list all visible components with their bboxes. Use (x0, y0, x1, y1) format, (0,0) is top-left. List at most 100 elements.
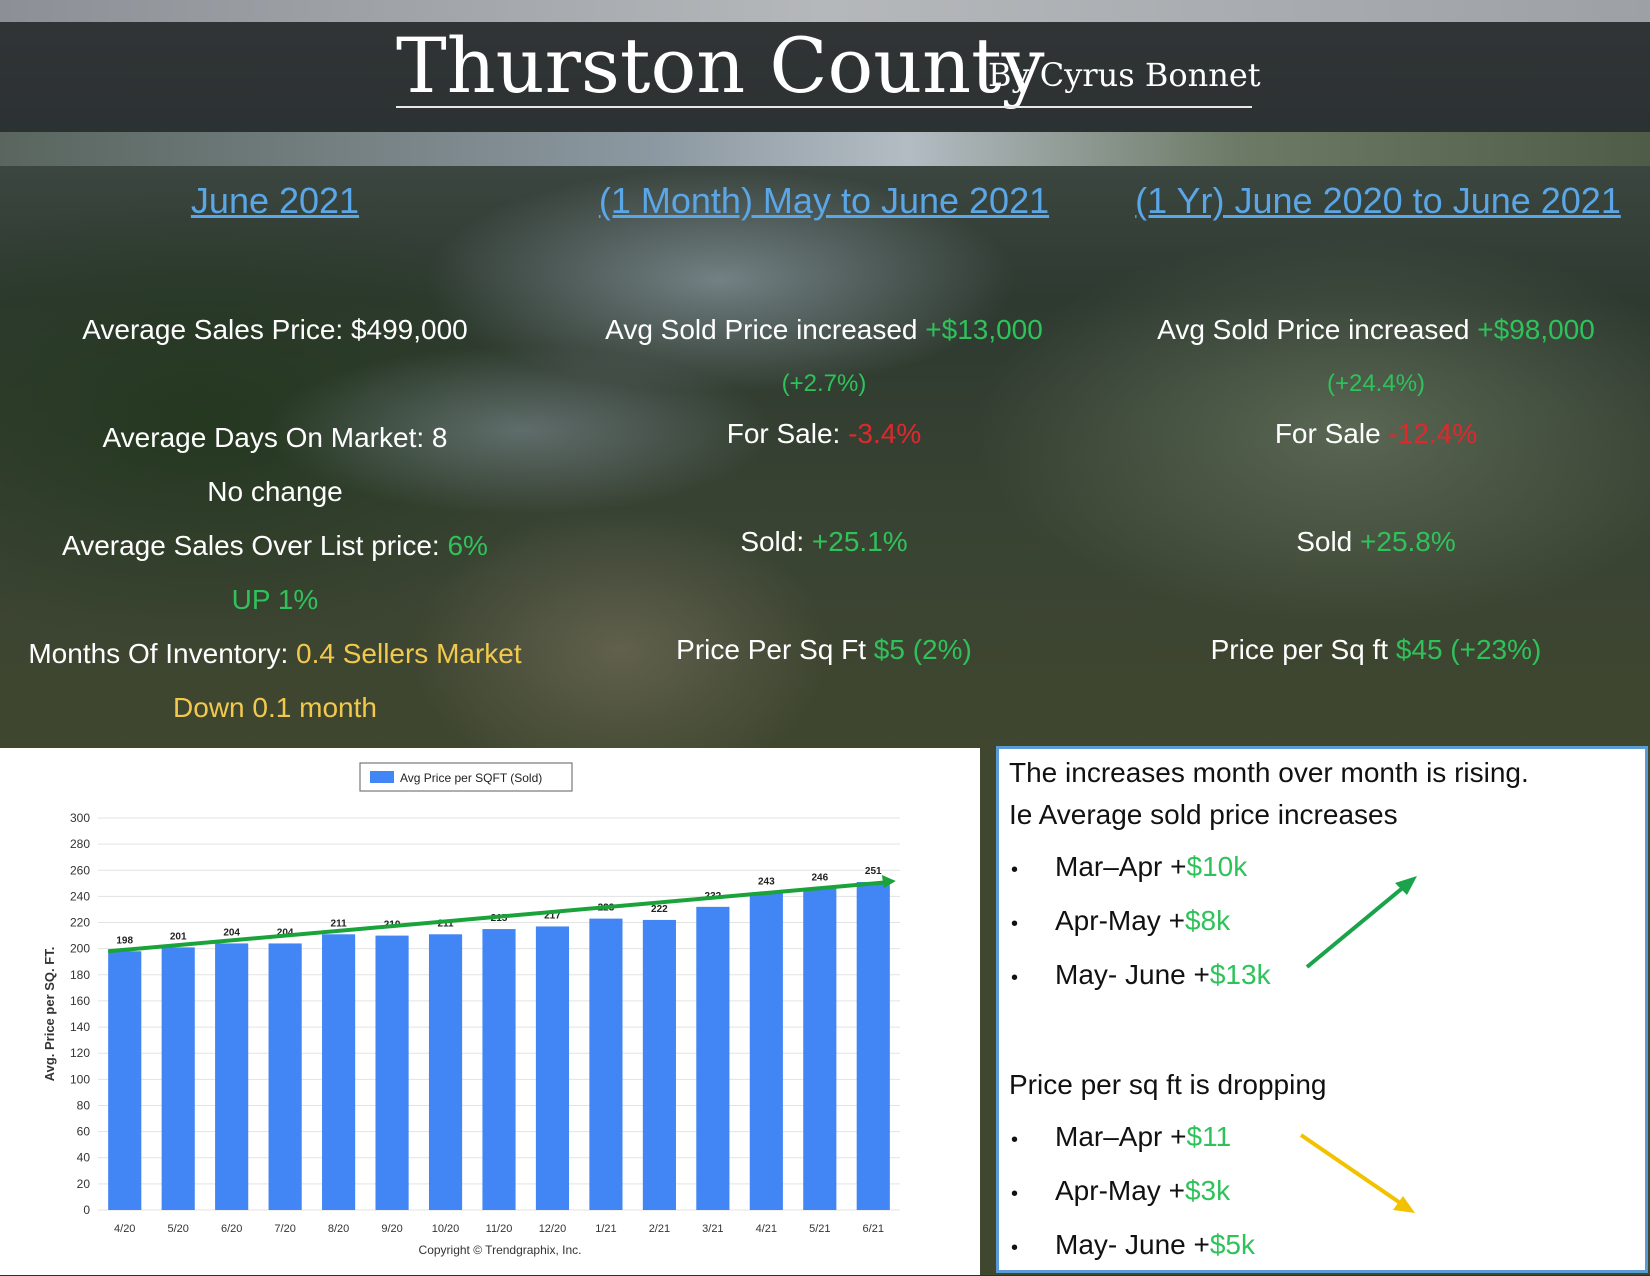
y-tick-label: 240 (70, 889, 90, 903)
legend-label: Avg Price per SQFT (Sold) (400, 771, 542, 785)
chart-copyright: Copyright © Trendgraphix, Inc. (419, 1243, 582, 1257)
bar (535, 926, 570, 1210)
stat-year-sold: Sold +25.8% (1296, 526, 1456, 557)
data-label: 201 (170, 931, 187, 942)
title-bar (0, 22, 1650, 132)
bar (642, 919, 676, 1210)
stat-month-price-per-sqft: Price Per Sq Ft $5 (2%) (676, 634, 972, 665)
column-heading-june-2021[interactable]: June 2021 (190, 180, 360, 221)
data-label: 204 (223, 927, 240, 938)
stat-inventory-change: Down 0.1 month (173, 692, 377, 723)
x-tick-label: 7/20 (274, 1223, 295, 1235)
notes-intro-line-1: The increases month over month is rising… (1009, 757, 1529, 788)
list-item: • Apr-May +$3k (1011, 1175, 1231, 1206)
x-tick-label: 6/21 (863, 1223, 884, 1235)
x-tick-label: 10/20 (432, 1223, 460, 1235)
x-tick-label: 2/21 (649, 1223, 670, 1235)
bullet-icon: • (1011, 967, 1019, 989)
bullet-icon: • (1011, 1237, 1019, 1259)
stat-months-of-inventory: Months Of Inventory: 0.4 Sellers Market (28, 638, 522, 669)
falling-arrow-icon (1299, 1133, 1411, 1211)
stat-month-sold: Sold: +25.1% (740, 526, 908, 557)
x-tick-label: 3/21 (702, 1223, 723, 1235)
data-label: 211 (437, 918, 454, 929)
page-title: Thurston County (396, 21, 1045, 110)
bar (161, 947, 195, 1210)
x-tick-label: 6/20 (221, 1223, 242, 1235)
data-label: 204 (277, 927, 294, 938)
bar (749, 892, 783, 1210)
bullet-icon: • (1011, 1183, 1019, 1205)
waterline-strip (0, 132, 1650, 166)
x-tick-label: 12/20 (539, 1223, 567, 1235)
stat-year-avg-sold-price: Avg Sold Price increased +$98,000 (1157, 314, 1595, 345)
x-tick-label: 4/20 (114, 1223, 135, 1235)
y-tick-label: 40 (77, 1151, 91, 1165)
stat-year-for-sale: For Sale -12.4% (1274, 418, 1478, 449)
bar (375, 935, 409, 1210)
sky-strip (0, 0, 1650, 22)
stat-average-days-on-market: Average Days On Market: 8 (102, 422, 448, 453)
stat-average-sales-price: Average Sales Price: $499,000 (82, 314, 468, 345)
x-tick-label: 4/21 (756, 1223, 777, 1235)
column-heading-one-year[interactable]: (1 Yr) June 2020 to June 2021 (1135, 180, 1621, 221)
x-tick-label: 11/20 (486, 1223, 513, 1235)
y-tick-label: 60 (77, 1125, 91, 1139)
x-tick-label: 5/21 (809, 1223, 830, 1235)
stat-month-avg-sold-price: Avg Sold Price increased +$13,000 (605, 314, 1043, 345)
data-label: 217 (544, 910, 561, 921)
trendline-arrowhead-icon (881, 875, 896, 889)
stat-sales-over-list: Average Sales Over List price: 6% (62, 530, 488, 561)
y-axis-label: Avg. Price per SQ. FT. (42, 947, 57, 1082)
y-tick-label: 280 (70, 837, 90, 851)
bar (322, 934, 356, 1210)
bar (482, 929, 516, 1210)
y-tick-label: 80 (77, 1098, 91, 1112)
bar (589, 918, 623, 1210)
trend-arrows (1299, 876, 1417, 1213)
x-tick-label: 1/21 (595, 1223, 616, 1235)
list-item: • Mar–Apr +$10k (1011, 851, 1248, 882)
data-label: 222 (651, 904, 668, 915)
data-label: 246 (811, 873, 828, 884)
bar (268, 943, 302, 1210)
column-heading-one-month[interactable]: (1 Month) May to June 2021 (598, 180, 1050, 221)
x-tick-label: 5/20 (167, 1223, 188, 1235)
y-tick-label: 200 (70, 942, 90, 956)
y-tick-label: 160 (70, 994, 90, 1008)
bullet-icon: • (1011, 859, 1019, 881)
trend-notes-panel: The increases month over month is rising… (996, 746, 1648, 1273)
stat-year-price-per-sqft: Price per Sq ft $45 (+23%) (1210, 634, 1542, 665)
stat-sales-over-list-change: UP 1% (231, 584, 319, 615)
y-tick-label: 100 (70, 1072, 90, 1086)
author-byline: By Cyrus Bonnet (988, 56, 1261, 94)
data-label: 198 (116, 935, 133, 946)
data-label: 211 (331, 918, 348, 929)
falling-arrowhead-icon (1393, 1196, 1415, 1213)
bar (803, 888, 837, 1210)
bar (428, 934, 463, 1210)
y-tick-label: 120 (70, 1046, 90, 1060)
notes-sqft-heading: Price per sq ft is dropping (1009, 1069, 1327, 1100)
bullet-icon: • (1011, 1129, 1019, 1151)
y-tick-label: 140 (70, 1020, 90, 1034)
stat-month-for-sale: For Sale: -3.4% (726, 418, 922, 449)
y-tick-label: 220 (70, 916, 90, 930)
y-tick-label: 0 (83, 1203, 90, 1217)
notes-intro-line-2: Ie Average sold price increases (1009, 799, 1398, 830)
stat-year-avg-sold-pct: (+24.4%) (1326, 370, 1426, 397)
x-tick-label: 9/20 (381, 1223, 402, 1235)
price-per-sqft-chart-panel: 0 20 40 60 80 100 120 140 160 180 200 220 240 260 280 3… (0, 748, 980, 1275)
list-item: • Mar–Apr +$11 (1011, 1121, 1232, 1152)
rising-arrow-icon (1305, 879, 1413, 969)
title-underline (396, 106, 1252, 108)
y-tick-label: 300 (70, 811, 90, 825)
stat-month-avg-sold-pct: (+2.7%) (781, 370, 867, 397)
y-tick-label: 20 (77, 1177, 91, 1191)
trendline (107, 880, 891, 954)
list-item: • May- June +$13k (1011, 959, 1271, 990)
bar (856, 882, 890, 1210)
data-label: 243 (758, 876, 775, 887)
rising-arrowhead-icon (1395, 876, 1417, 895)
bar (108, 951, 142, 1210)
